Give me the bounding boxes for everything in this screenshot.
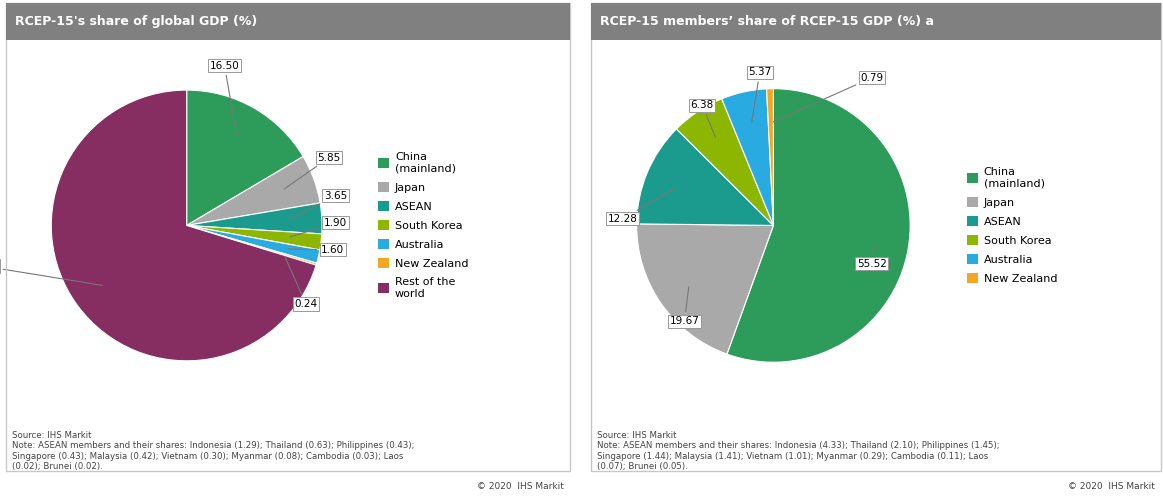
- Text: 16.50: 16.50: [209, 61, 240, 134]
- Text: © 2020  IHS Markit: © 2020 IHS Markit: [477, 482, 564, 491]
- Wedge shape: [186, 90, 304, 225]
- Wedge shape: [186, 225, 316, 265]
- Text: 0.24: 0.24: [285, 257, 317, 309]
- Wedge shape: [186, 156, 320, 225]
- Text: RCEP-15 members’ share of RCEP-15 GDP (%) a: RCEP-15 members’ share of RCEP-15 GDP (%…: [600, 15, 934, 28]
- Text: 12.28: 12.28: [608, 187, 677, 223]
- Text: 1.60: 1.60: [288, 245, 344, 255]
- Text: 5.37: 5.37: [748, 67, 771, 123]
- Text: 55.52: 55.52: [857, 246, 887, 269]
- Wedge shape: [636, 129, 773, 225]
- Text: © 2020  IHS Markit: © 2020 IHS Markit: [1068, 482, 1155, 491]
- Wedge shape: [186, 225, 320, 263]
- Text: 3.65: 3.65: [291, 191, 348, 219]
- Wedge shape: [722, 89, 773, 225]
- Text: Source: IHS Markit
Note: ASEAN members and their shares: Indonesia (4.33); Thail: Source: IHS Markit Note: ASEAN members a…: [597, 431, 999, 471]
- Legend: China
(mainland), Japan, ASEAN, South Korea, Australia, New Zealand, Rest of the: China (mainland), Japan, ASEAN, South Ko…: [378, 152, 469, 299]
- Text: RCEP-15's share of global GDP (%): RCEP-15's share of global GDP (%): [15, 15, 257, 28]
- Text: 0.79: 0.79: [773, 73, 884, 122]
- Wedge shape: [677, 99, 773, 225]
- Legend: China
(mainland), Japan, ASEAN, South Korea, Australia, New Zealand: China (mainland), Japan, ASEAN, South Ko…: [966, 167, 1057, 284]
- Wedge shape: [186, 225, 322, 250]
- Text: 19.67: 19.67: [670, 287, 699, 326]
- Text: 5.85: 5.85: [284, 153, 341, 189]
- Wedge shape: [636, 224, 773, 354]
- Text: 6.38: 6.38: [691, 100, 715, 137]
- Wedge shape: [766, 89, 773, 225]
- Wedge shape: [51, 90, 316, 361]
- Text: Source: IHS Markit
Note: ASEAN members and their shares: Indonesia (1.29); Thail: Source: IHS Markit Note: ASEAN members a…: [12, 431, 414, 471]
- Wedge shape: [186, 203, 322, 234]
- Text: 70.28: 70.28: [0, 261, 102, 286]
- Text: 1.90: 1.90: [290, 218, 347, 237]
- Wedge shape: [727, 89, 911, 362]
